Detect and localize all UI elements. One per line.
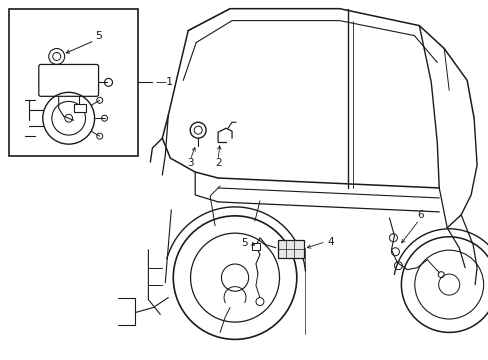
Text: 2: 2: [214, 158, 221, 168]
Text: 6: 6: [416, 210, 423, 220]
Text: 3: 3: [186, 158, 193, 168]
Text: —1: —1: [155, 77, 173, 87]
Bar: [251, 243, 260, 250]
Bar: [277, 240, 303, 258]
Text: 4: 4: [327, 237, 334, 247]
Text: 5: 5: [95, 31, 102, 41]
Text: 5: 5: [241, 238, 247, 248]
FancyBboxPatch shape: [39, 64, 99, 96]
Bar: [74, 104, 85, 112]
Bar: [9, 9, 138, 156]
